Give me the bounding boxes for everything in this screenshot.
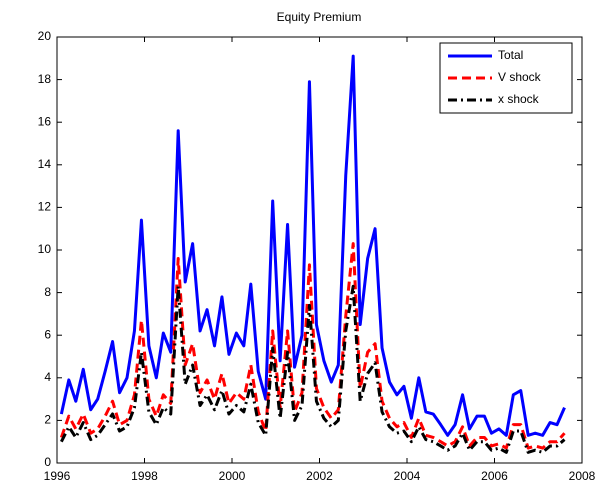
x-tick-label: 1998 — [131, 469, 158, 483]
y-tick-label: 4 — [44, 370, 51, 384]
y-tick-label: 12 — [38, 200, 52, 214]
series-line — [59, 54, 566, 437]
y-tick-label: 14 — [38, 157, 52, 171]
legend-label: x shock — [498, 92, 540, 106]
y-tick-label: 20 — [38, 29, 52, 43]
x-tick-label: 2004 — [394, 469, 421, 483]
y-tick-label: 2 — [44, 413, 51, 427]
y-tick-label: 16 — [38, 114, 52, 128]
series-line — [59, 242, 566, 450]
series-line — [60, 284, 566, 454]
chart-title: Equity Premium — [277, 10, 362, 24]
legend-label: V shock — [498, 70, 542, 84]
y-tick-label: 18 — [38, 72, 52, 86]
plot-frame — [56, 36, 583, 464]
legend-label: Total — [498, 48, 523, 62]
x-tick-label: 2002 — [306, 469, 333, 483]
x-tick-label: 2008 — [569, 469, 596, 483]
y-tick-label: 8 — [44, 285, 51, 299]
x-tick-label: 2006 — [481, 469, 508, 483]
y-tick-label: 6 — [44, 327, 51, 341]
x-tick-label: 2000 — [219, 469, 246, 483]
x-tick-label: 1996 — [44, 469, 71, 483]
y-tick-label: 0 — [44, 455, 51, 469]
y-tick-label: 10 — [38, 242, 52, 256]
